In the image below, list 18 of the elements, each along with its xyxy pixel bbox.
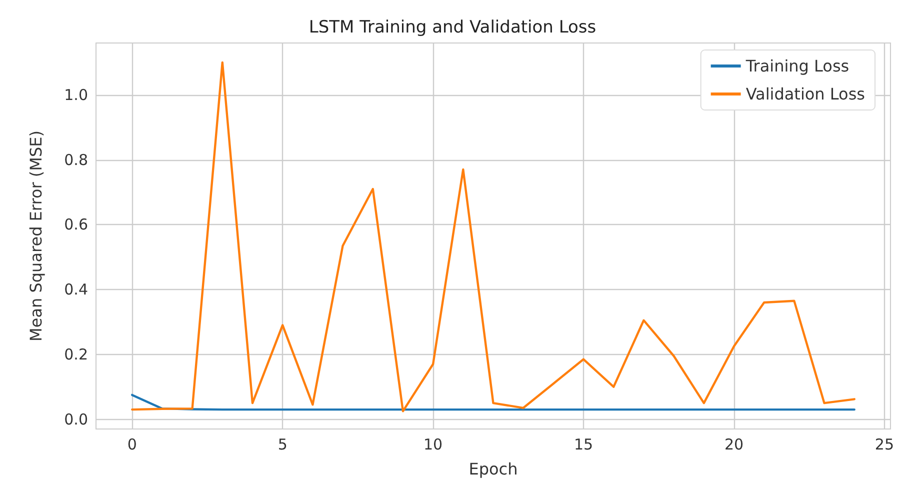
line-series [131, 394, 856, 411]
x-tick-label: 0 [127, 436, 137, 454]
y-tick-label: 0.2 [64, 345, 88, 364]
x-tick-label: 25 [874, 436, 894, 454]
x-tick-label: 10 [424, 436, 443, 454]
y-tick-label: 1.0 [64, 86, 88, 104]
y-tick-label: 0.0 [64, 410, 88, 428]
y-tick-label: 0.8 [64, 150, 88, 169]
x-tick-label: 5 [278, 436, 288, 454]
x-axis-title: Epoch [468, 460, 518, 478]
x-tick-label: 20 [724, 436, 744, 454]
y-tick-label: 0.6 [64, 216, 88, 234]
legend-label: Training Loss [744, 56, 850, 76]
legend-label: Validation Loss [746, 84, 865, 104]
chart-title: LSTM Training and Validation Loss [308, 18, 596, 38]
y-tick-label: 0.4 [64, 280, 88, 299]
y-axis-title: Mean Squared Error (MSE) [26, 130, 46, 342]
x-tick-label: 15 [574, 436, 594, 454]
